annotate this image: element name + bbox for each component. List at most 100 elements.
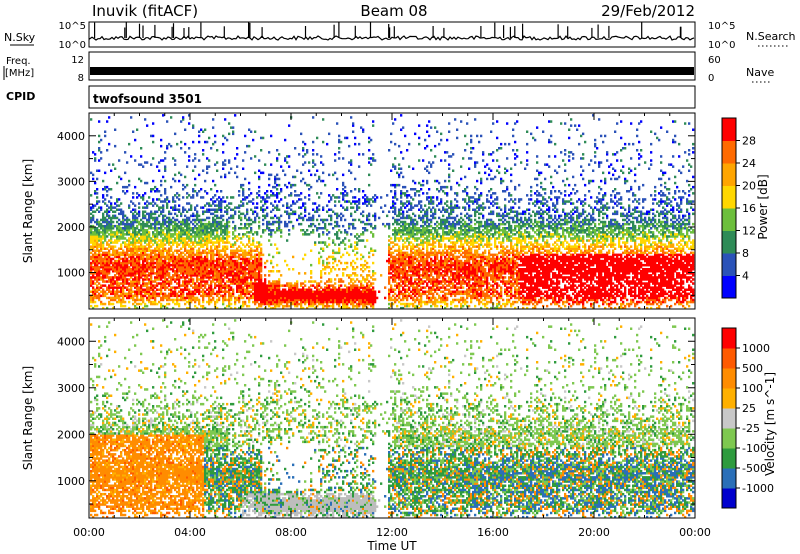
power-cell bbox=[270, 270, 272, 273]
power-cell bbox=[380, 196, 382, 199]
power-cell bbox=[370, 289, 372, 292]
power-cell bbox=[398, 227, 400, 230]
power-cell bbox=[306, 184, 308, 187]
power-cell bbox=[354, 305, 356, 308]
power-cell bbox=[304, 289, 306, 292]
power-cell bbox=[270, 260, 272, 263]
power-cell bbox=[350, 243, 352, 246]
power-cell bbox=[372, 157, 374, 160]
power-cell bbox=[226, 284, 228, 287]
power-cell bbox=[392, 122, 394, 125]
power-cell bbox=[390, 276, 392, 279]
power-cell bbox=[346, 137, 348, 140]
power-cell bbox=[188, 217, 190, 220]
power-cell bbox=[196, 241, 198, 244]
power-cell bbox=[142, 211, 144, 214]
power-cell bbox=[314, 241, 316, 244]
power-cell bbox=[282, 284, 284, 287]
power-cell bbox=[172, 178, 174, 181]
power-cell bbox=[364, 278, 366, 281]
power-cell bbox=[272, 221, 274, 224]
power-cell bbox=[256, 282, 258, 285]
power-cell bbox=[344, 268, 346, 271]
power-cell bbox=[368, 198, 370, 201]
power-cell bbox=[332, 239, 334, 242]
power-cell bbox=[268, 270, 270, 273]
power-cell bbox=[256, 196, 258, 199]
power-cell bbox=[156, 211, 158, 214]
power-cell bbox=[114, 202, 116, 205]
power-cell bbox=[104, 280, 106, 283]
power-cell bbox=[246, 243, 248, 246]
power-cell bbox=[106, 235, 108, 238]
power-cell bbox=[96, 170, 98, 173]
power-cell bbox=[156, 289, 158, 292]
freq-frame bbox=[89, 52, 695, 80]
power-cell bbox=[110, 266, 112, 269]
power-cell bbox=[310, 264, 312, 267]
power-cell bbox=[120, 243, 122, 246]
power-cell bbox=[108, 301, 110, 304]
power-cell bbox=[218, 200, 220, 203]
power-cell bbox=[362, 239, 364, 242]
power-cell bbox=[362, 202, 364, 205]
power-cell bbox=[302, 282, 304, 285]
power-cell bbox=[182, 280, 184, 283]
power-cell bbox=[222, 229, 224, 232]
power-cell bbox=[164, 293, 166, 296]
power-cell bbox=[338, 215, 340, 218]
power-cell bbox=[288, 221, 290, 224]
power-cell bbox=[394, 143, 396, 146]
power-cell bbox=[248, 182, 250, 185]
power-cell bbox=[338, 260, 340, 263]
power-cell bbox=[172, 286, 174, 289]
power-cell bbox=[228, 122, 230, 125]
power-cell bbox=[172, 299, 174, 302]
power-cell bbox=[208, 250, 210, 253]
power-cell bbox=[302, 217, 304, 220]
power-cell bbox=[354, 268, 356, 271]
power-cell bbox=[166, 196, 168, 199]
power-cell bbox=[172, 225, 174, 228]
power-cell bbox=[256, 192, 258, 195]
power-cell bbox=[390, 237, 392, 240]
power-cell bbox=[174, 200, 176, 203]
power-cell bbox=[118, 198, 120, 201]
power-cell bbox=[394, 219, 396, 222]
power-cell bbox=[232, 289, 234, 292]
power-cell bbox=[250, 248, 252, 251]
power-cell bbox=[106, 219, 108, 222]
power-cell bbox=[234, 206, 236, 209]
power-cell bbox=[272, 192, 274, 195]
power-cell bbox=[252, 256, 254, 259]
power-cell bbox=[170, 116, 172, 119]
power-cell bbox=[294, 282, 296, 285]
power-cell bbox=[340, 231, 342, 234]
power-cell bbox=[340, 213, 342, 216]
power-cell bbox=[310, 186, 312, 189]
power-cell bbox=[344, 200, 346, 203]
power-cell bbox=[306, 149, 308, 152]
power-cell bbox=[150, 163, 152, 166]
power-cell bbox=[392, 252, 394, 255]
power-cell bbox=[344, 190, 346, 193]
power-cell bbox=[338, 237, 340, 240]
power-cell bbox=[108, 143, 110, 146]
power-cell bbox=[368, 274, 370, 277]
power-cell bbox=[256, 231, 258, 234]
power-cell bbox=[150, 135, 152, 138]
power-cell bbox=[250, 223, 252, 226]
power-cell bbox=[314, 286, 316, 289]
power-cell bbox=[182, 237, 184, 240]
power-cell bbox=[194, 282, 196, 285]
power-cell bbox=[108, 243, 110, 246]
power-cell bbox=[188, 243, 190, 246]
power-cell bbox=[208, 202, 210, 205]
power-cell bbox=[272, 280, 274, 283]
power-cell bbox=[108, 163, 110, 166]
power-cell bbox=[244, 215, 246, 218]
power-cell bbox=[300, 172, 302, 175]
power-cell bbox=[258, 176, 260, 179]
power-cell bbox=[356, 258, 358, 261]
power-cell bbox=[322, 241, 324, 244]
